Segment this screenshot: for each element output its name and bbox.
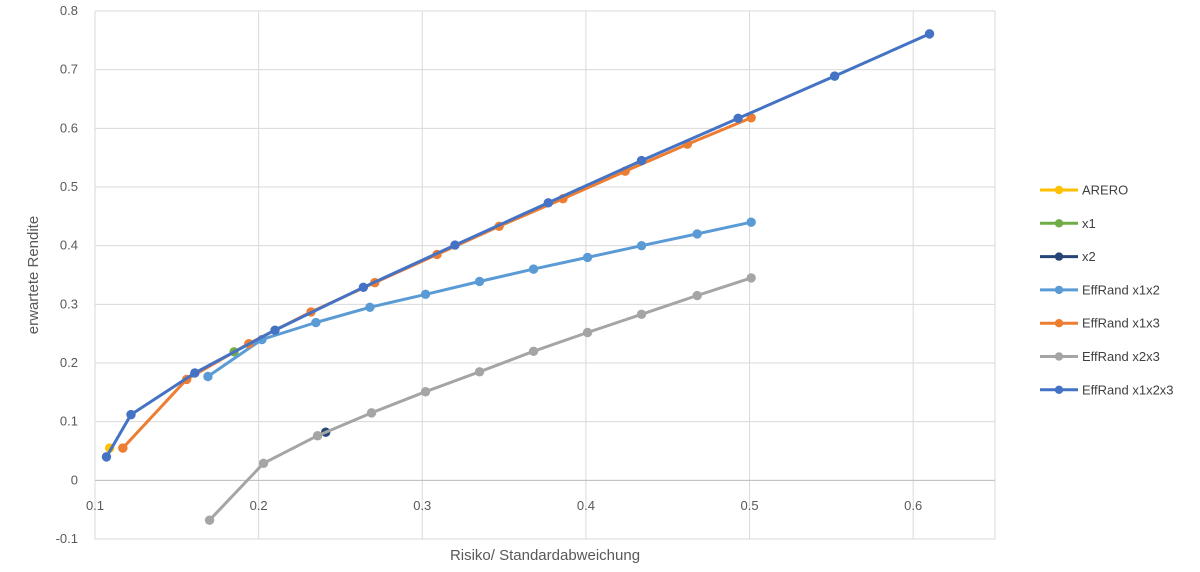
y-tick-label: -0.1 xyxy=(56,531,78,546)
data-point xyxy=(636,309,647,320)
series-effrand-x2x3 xyxy=(204,273,756,525)
y-tick-label: 0.6 xyxy=(60,120,78,135)
data-point xyxy=(101,452,112,462)
data-point xyxy=(924,29,935,39)
data-point xyxy=(582,327,593,338)
legend-swatch-marker xyxy=(1054,219,1064,228)
series-line xyxy=(208,276,752,522)
series-layer xyxy=(101,29,935,525)
series-line xyxy=(121,116,752,450)
data-point xyxy=(733,113,743,124)
data-point xyxy=(636,155,647,166)
x-tick-label: 0.6 xyxy=(904,498,922,513)
y-axis-title: erwartete Rendite xyxy=(25,216,42,334)
axes: 0.1 0.2 0.3 0.4 0.5 0.6 -0.1 0 0.1 0.2 0.3 0.4 0.5 0.… xyxy=(56,3,995,546)
data-point xyxy=(746,217,756,227)
data-point xyxy=(126,409,136,420)
x-tick-label: 0.3 xyxy=(413,498,431,513)
series-effrand-x1x2 xyxy=(203,217,756,382)
legend-item: x2 xyxy=(1040,249,1096,264)
y-tick-label: 0.7 xyxy=(60,62,78,77)
data-point xyxy=(118,443,128,453)
data-point xyxy=(829,71,840,81)
legend-item: EffRand x1x2 xyxy=(1040,282,1160,297)
y-tick-label: 0.4 xyxy=(60,238,78,253)
data-point xyxy=(312,431,323,441)
legend-swatch-marker xyxy=(1054,252,1064,261)
data-point xyxy=(582,252,593,263)
x-tick-label: 0.2 xyxy=(250,498,268,513)
legend-label: EffRand x2x3 xyxy=(1082,349,1160,364)
data-point xyxy=(311,317,321,328)
data-point xyxy=(692,229,702,239)
legend-swatch-marker xyxy=(1054,385,1064,394)
data-point xyxy=(420,387,431,397)
y-tick-label: 0 xyxy=(71,472,78,487)
legend-label: EffRand x1x2 xyxy=(1082,282,1160,297)
legend-label: EffRand x1x3 xyxy=(1082,316,1160,331)
data-point xyxy=(692,290,702,301)
data-point xyxy=(420,289,431,300)
data-point xyxy=(474,367,485,377)
legend: ARERO x1 x2 EffRand x1x2 EffRand x1x3 EffRand… xyxy=(1040,183,1174,397)
legend-label: EffRand x1x2x3 xyxy=(1082,382,1174,397)
series-effrand-x1x3 xyxy=(118,113,756,453)
y-tick-label: 0.1 xyxy=(60,414,78,429)
data-point xyxy=(358,282,369,293)
legend-label: x1 xyxy=(1082,216,1096,231)
legend-swatch-marker xyxy=(1054,352,1064,361)
data-point xyxy=(204,515,215,525)
legend-item: EffRand x1x2x3 xyxy=(1040,382,1174,397)
data-point xyxy=(270,325,280,335)
x-tick-label: 0.1 xyxy=(86,498,104,513)
legend-label: ARERO xyxy=(1082,183,1128,198)
data-point xyxy=(203,371,213,382)
legend-swatch-marker xyxy=(1054,285,1064,295)
data-point xyxy=(528,264,539,274)
legend-item: EffRand x2x3 xyxy=(1040,349,1160,364)
x-tick-label: 0.5 xyxy=(741,498,759,513)
grid xyxy=(94,10,996,540)
legend-label: x2 xyxy=(1082,249,1096,264)
x-axis-title: Risiko/ Standardabweichung xyxy=(450,547,640,564)
legend-swatch-marker xyxy=(1054,185,1064,195)
legend-item: x1 xyxy=(1040,216,1096,231)
data-point xyxy=(258,458,269,469)
legend-swatch-marker xyxy=(1054,319,1064,328)
x-tick-label: 0.4 xyxy=(577,498,595,513)
data-point xyxy=(636,240,647,251)
data-point xyxy=(190,368,200,378)
legend-item: EffRand x1x3 xyxy=(1040,316,1160,331)
data-point xyxy=(450,240,460,250)
data-point xyxy=(543,198,553,208)
legend-item: ARERO xyxy=(1040,183,1128,198)
data-point xyxy=(365,302,375,312)
y-tick-label: 0.3 xyxy=(60,296,78,311)
y-tick-label: 0.5 xyxy=(60,179,78,194)
y-tick-label: 0.2 xyxy=(60,355,78,370)
data-point xyxy=(528,346,539,356)
y-tick-label: 0.8 xyxy=(60,3,78,18)
series-effrand-x1x2x3 xyxy=(101,29,935,462)
data-point xyxy=(746,273,756,283)
data-point xyxy=(474,276,485,287)
data-point xyxy=(366,408,377,418)
